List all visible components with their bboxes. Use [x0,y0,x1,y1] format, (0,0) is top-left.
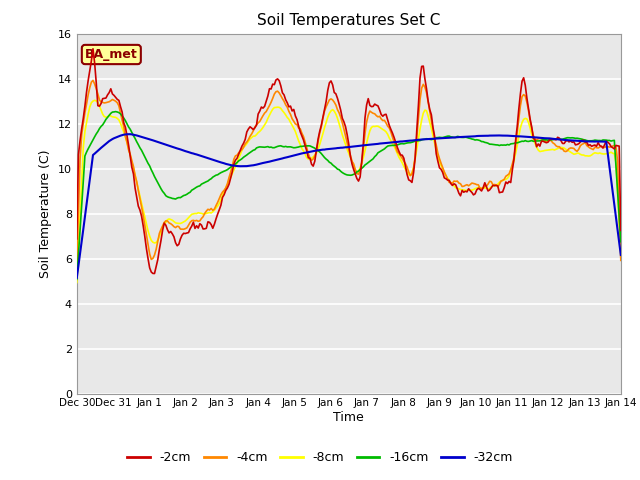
Y-axis label: Soil Temperature (C): Soil Temperature (C) [39,149,52,278]
Title: Soil Temperatures Set C: Soil Temperatures Set C [257,13,440,28]
Text: BA_met: BA_met [85,48,138,61]
X-axis label: Time: Time [333,411,364,424]
Legend: -2cm, -4cm, -8cm, -16cm, -32cm: -2cm, -4cm, -8cm, -16cm, -32cm [122,446,518,469]
